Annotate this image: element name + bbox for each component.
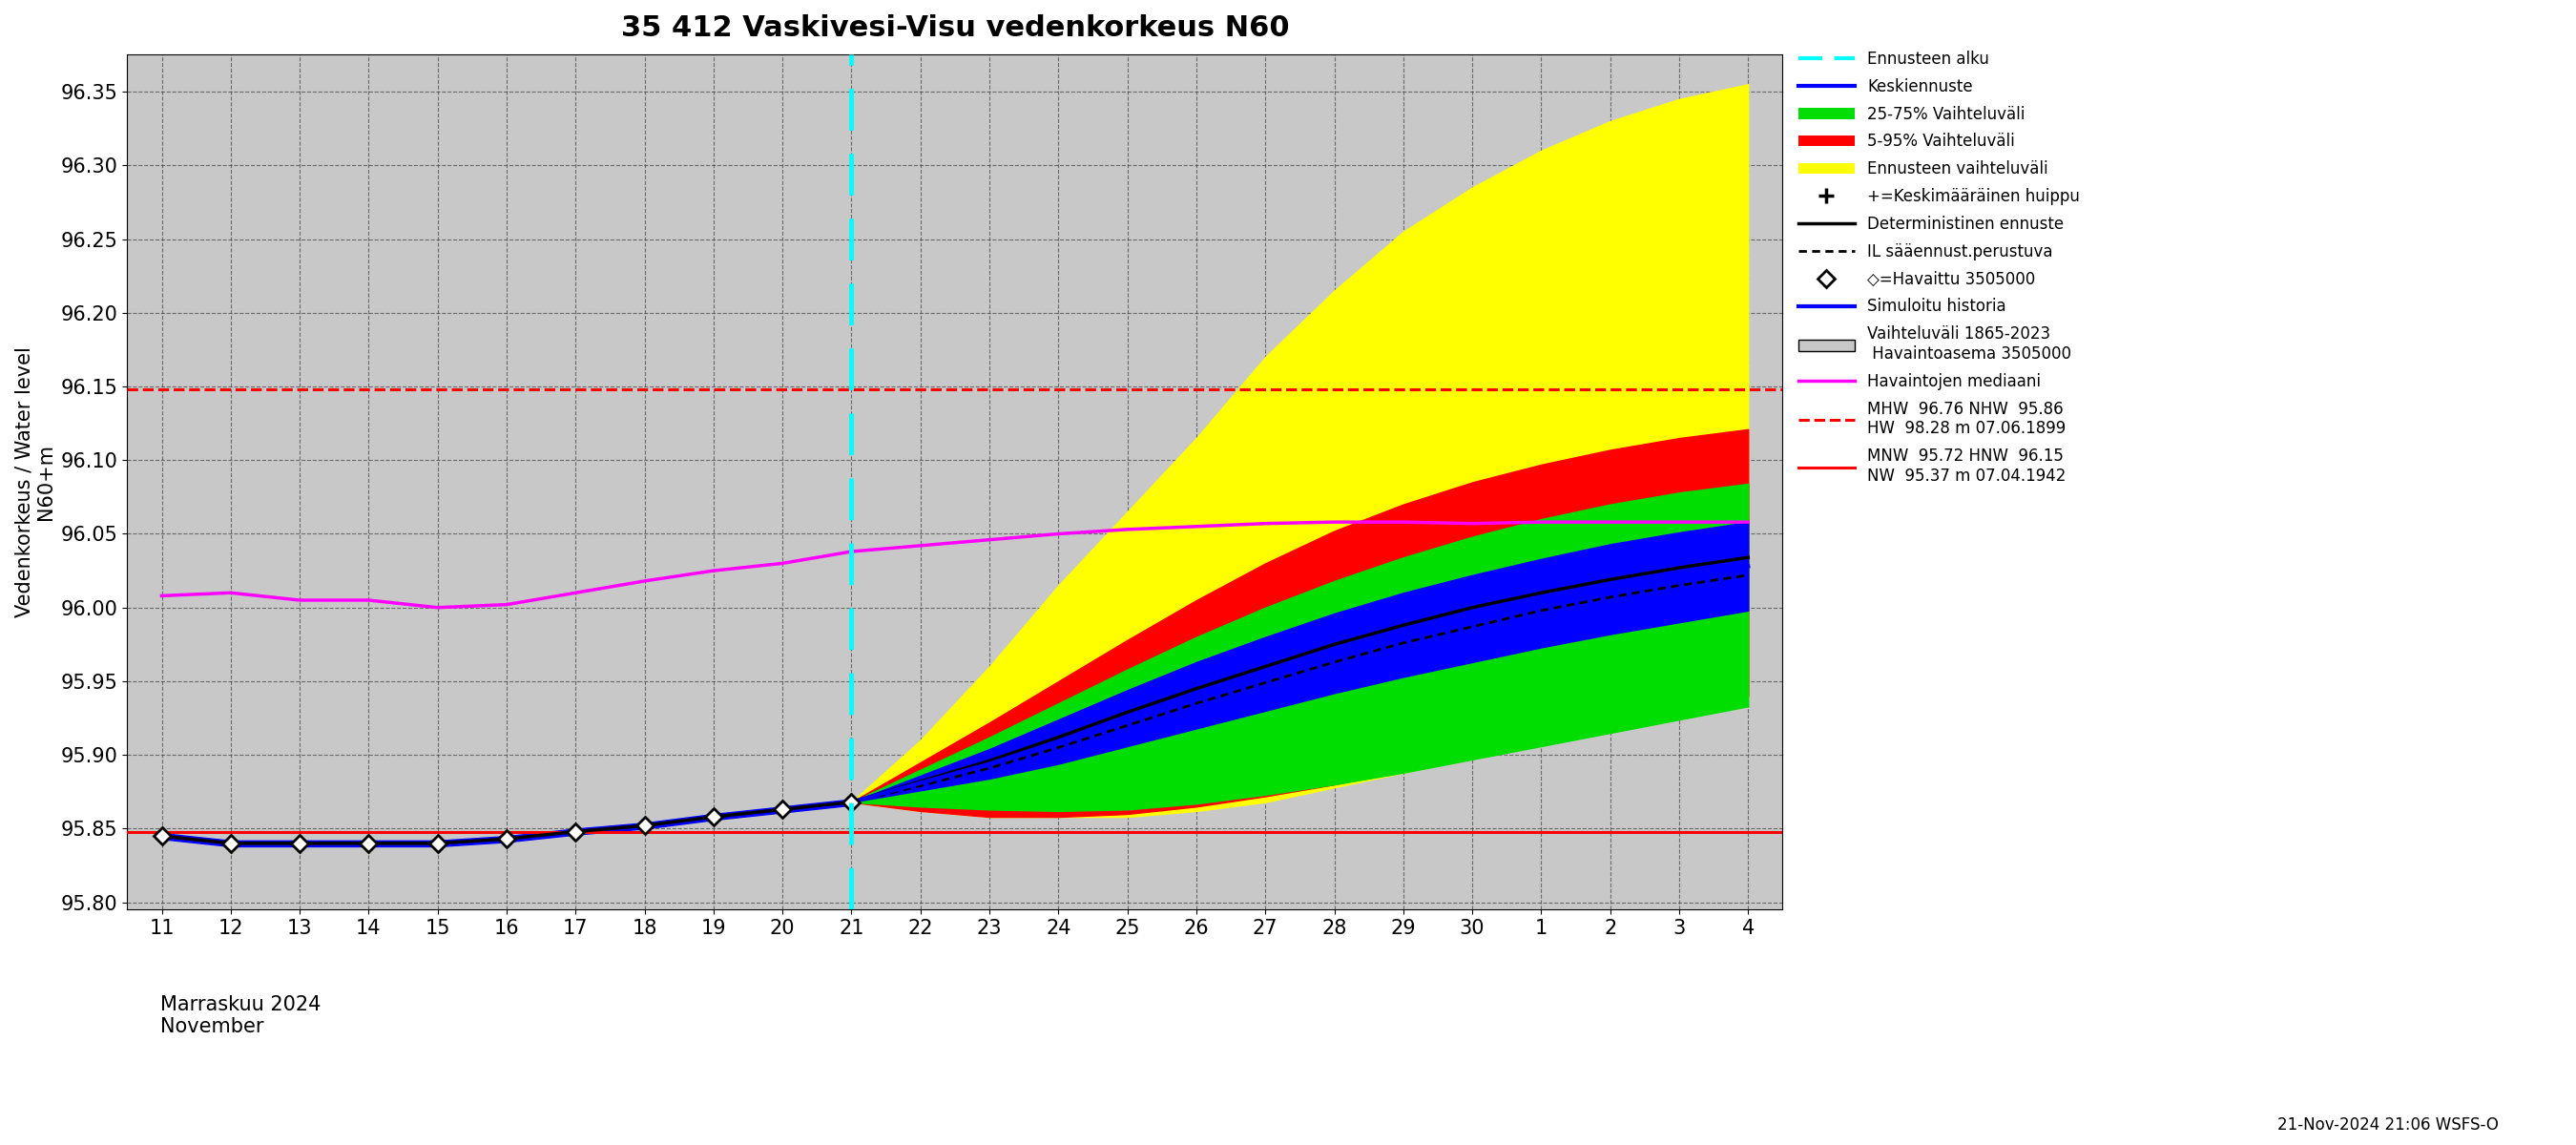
Title: 35 412 Vaskivesi-Visu vedenkorkeus N60: 35 412 Vaskivesi-Visu vedenkorkeus N60 <box>621 14 1288 42</box>
Legend: Ennusteen alku, Keskiennuste, 25-75% Vaihteluväli, 5-95% Vaihteluväli, Ennusteen: Ennusteen alku, Keskiennuste, 25-75% Vai… <box>1793 46 2084 490</box>
Y-axis label: Vedenkorkeus / Water level
N60+m: Vedenkorkeus / Water level N60+m <box>15 347 57 617</box>
Text: Marraskuu 2024
November: Marraskuu 2024 November <box>160 995 322 1036</box>
Text: 21-Nov-2024 21:06 WSFS-O: 21-Nov-2024 21:06 WSFS-O <box>2277 1116 2499 1134</box>
